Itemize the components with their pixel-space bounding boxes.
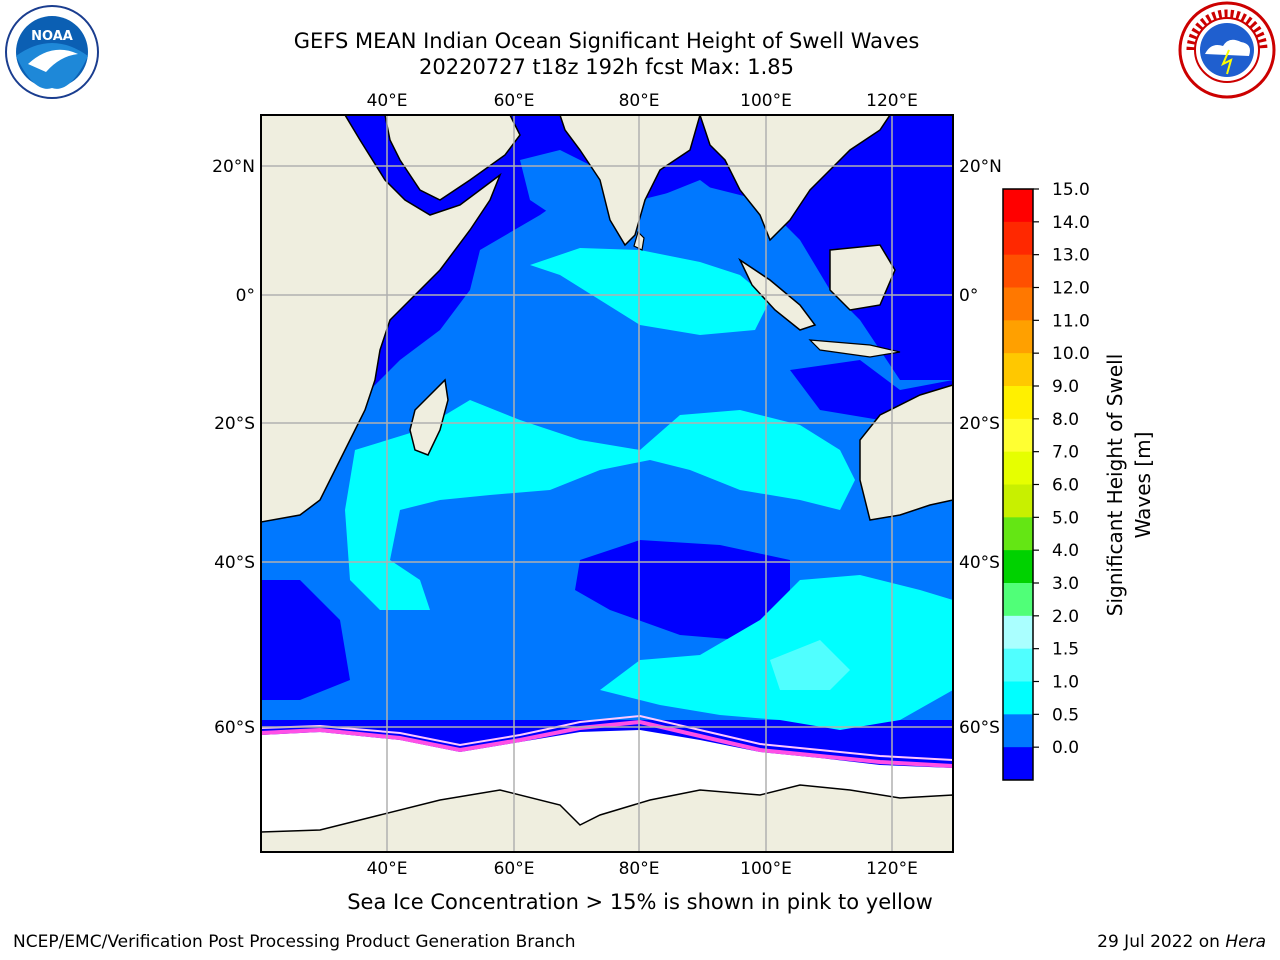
noaa-logo-icon: NOAA (5, 5, 99, 99)
colorbar-tick-label: 0.0 (1052, 738, 1079, 758)
map-gridlines (261, 115, 953, 852)
colorbar-tick-label: 12.0 (1052, 279, 1090, 299)
colorbar-swatch (1003, 583, 1033, 617)
colorbar-tick-label: 1.0 (1052, 673, 1079, 693)
footer-right: 29 Jul 2022 on Hera (1097, 932, 1266, 952)
colorbar-swatch (1003, 189, 1033, 223)
colorbar-swatch (1003, 681, 1033, 715)
lat-tick-left: 20°S (214, 414, 255, 434)
colorbar-swatch (1003, 451, 1033, 485)
land-india (559, 115, 701, 247)
land-southeast-asia (699, 115, 891, 242)
colorbar-tick-label: 15.0 (1052, 180, 1090, 200)
colorbar-tick-label: 0.5 (1052, 705, 1079, 725)
colorbar: 15.0 14.0 13.0 12.0 11.0 10.0 9.0 8.0 7.0 6.0 5.0 4… (1002, 180, 1155, 781)
swell-0.0-0.5-sw-patch (261, 580, 350, 700)
land-arabia (384, 115, 521, 201)
map-panel (261, 115, 953, 852)
colorbar-label-line2: Waves [m] (1131, 432, 1155, 539)
colorbar-swatch (1003, 484, 1033, 518)
colorbar-tick-label: 8.0 (1052, 410, 1079, 430)
swell-0.0-0.5-south-patch (575, 540, 790, 640)
colorbar-tick-label: 4.0 (1052, 541, 1079, 561)
swell-1.0-1.5-subtropical (345, 400, 855, 610)
lat-tick-right: 40°S (959, 553, 1000, 573)
land-java (808, 339, 901, 358)
colorbar-swatch (1003, 517, 1033, 551)
colorbar-swatch (1003, 418, 1033, 453)
lat-tick-left: 40°S (214, 553, 255, 573)
colorbar-swatch (1003, 714, 1033, 748)
colorbar-swatch (1003, 648, 1033, 682)
lat-tick-right: 0° (959, 286, 978, 306)
colorbar-tick-label: 9.0 (1052, 377, 1079, 397)
land-madagascar (409, 378, 449, 456)
lon-tick-bottom: 80°E (619, 859, 660, 879)
lon-tick-top: 60°E (494, 91, 535, 111)
lat-tick-right: 20°N (959, 157, 1002, 177)
lat-tick-left: 0° (236, 286, 255, 306)
lat-tick-right: 20°S (959, 414, 1000, 434)
colorbar-tick-label: 3.0 (1052, 574, 1079, 594)
colorbar-tick-label: 2.0 (1052, 607, 1079, 627)
lon-tick-top: 100°E (740, 91, 792, 111)
colorbar-swatch (1003, 747, 1033, 781)
colorbar-swatch (1003, 386, 1033, 420)
svg-text:NOAA: NOAA (31, 29, 73, 44)
map-frame (260, 114, 954, 853)
title-line1: GEFS MEAN Indian Ocean Significant Heigh… (293, 29, 920, 53)
footer-host: Hera (1225, 932, 1266, 952)
colorbar-swatch (1003, 254, 1033, 288)
swell-1.0-1.5-equatorial (530, 248, 770, 335)
land-africa (261, 115, 502, 523)
map-tick-labels: 40°E 40°E 60°E 60°E 80°E 80°E 100°E 100°E 120°E 1… (212, 91, 1002, 879)
colorbar-swatch (1003, 320, 1033, 354)
footer-date: 29 Jul 2022 on (1097, 932, 1226, 952)
lon-tick-top: 120°E (866, 91, 918, 111)
swell-0.5-1.0-bay-of-bengal (650, 180, 760, 270)
land-borneo (829, 244, 896, 311)
title-line2: 20220727 t18z 192h fcst Max: 1.85 (419, 55, 794, 79)
colorbar-label-line1: Significant Height of Swell (1103, 354, 1127, 616)
lat-tick-left: 20°N (212, 157, 255, 177)
lat-tick-left: 60°S (214, 718, 255, 738)
colorbar-tick-label: 6.0 (1052, 476, 1079, 496)
swell-1.5-2.0-patch (770, 640, 850, 690)
colorbar-tick-label: 13.0 (1052, 246, 1090, 266)
lon-tick-bottom: 60°E (494, 859, 535, 879)
colorbar-tick-label: 1.5 (1052, 640, 1079, 660)
colorbar-tick-label: 7.0 (1052, 443, 1079, 463)
lon-tick-top: 80°E (619, 91, 660, 111)
nws-logo-icon (1178, 1, 1276, 99)
colorbar-tick-label: 10.0 (1052, 344, 1090, 364)
footer-left: NCEP/EMC/Verification Post Processing Pr… (13, 932, 576, 952)
lon-tick-bottom: 40°E (367, 859, 408, 879)
colorbar-tick-label: 14.0 (1052, 213, 1090, 233)
colorbar-tick-label: 5.0 (1052, 508, 1079, 528)
lat-tick-right: 60°S (959, 718, 1000, 738)
colorbar-swatch (1003, 550, 1033, 584)
colorbar-swatch (1003, 287, 1033, 321)
lon-tick-bottom: 100°E (740, 859, 792, 879)
colorbar-swatch (1003, 353, 1033, 387)
lon-tick-top: 40°E (367, 91, 408, 111)
sea-ice-caption: Sea Ice Concentration > 15% is shown in … (347, 890, 933, 914)
colorbar-swatch (1003, 221, 1033, 256)
lon-tick-bottom: 120°E (866, 859, 918, 879)
swell-1.0-1.5-southern (600, 575, 953, 730)
land-antarctica (261, 784, 953, 852)
land-australia (859, 384, 953, 521)
colorbar-swatch (1003, 615, 1033, 650)
colorbar-tick-label: 11.0 (1052, 311, 1090, 331)
